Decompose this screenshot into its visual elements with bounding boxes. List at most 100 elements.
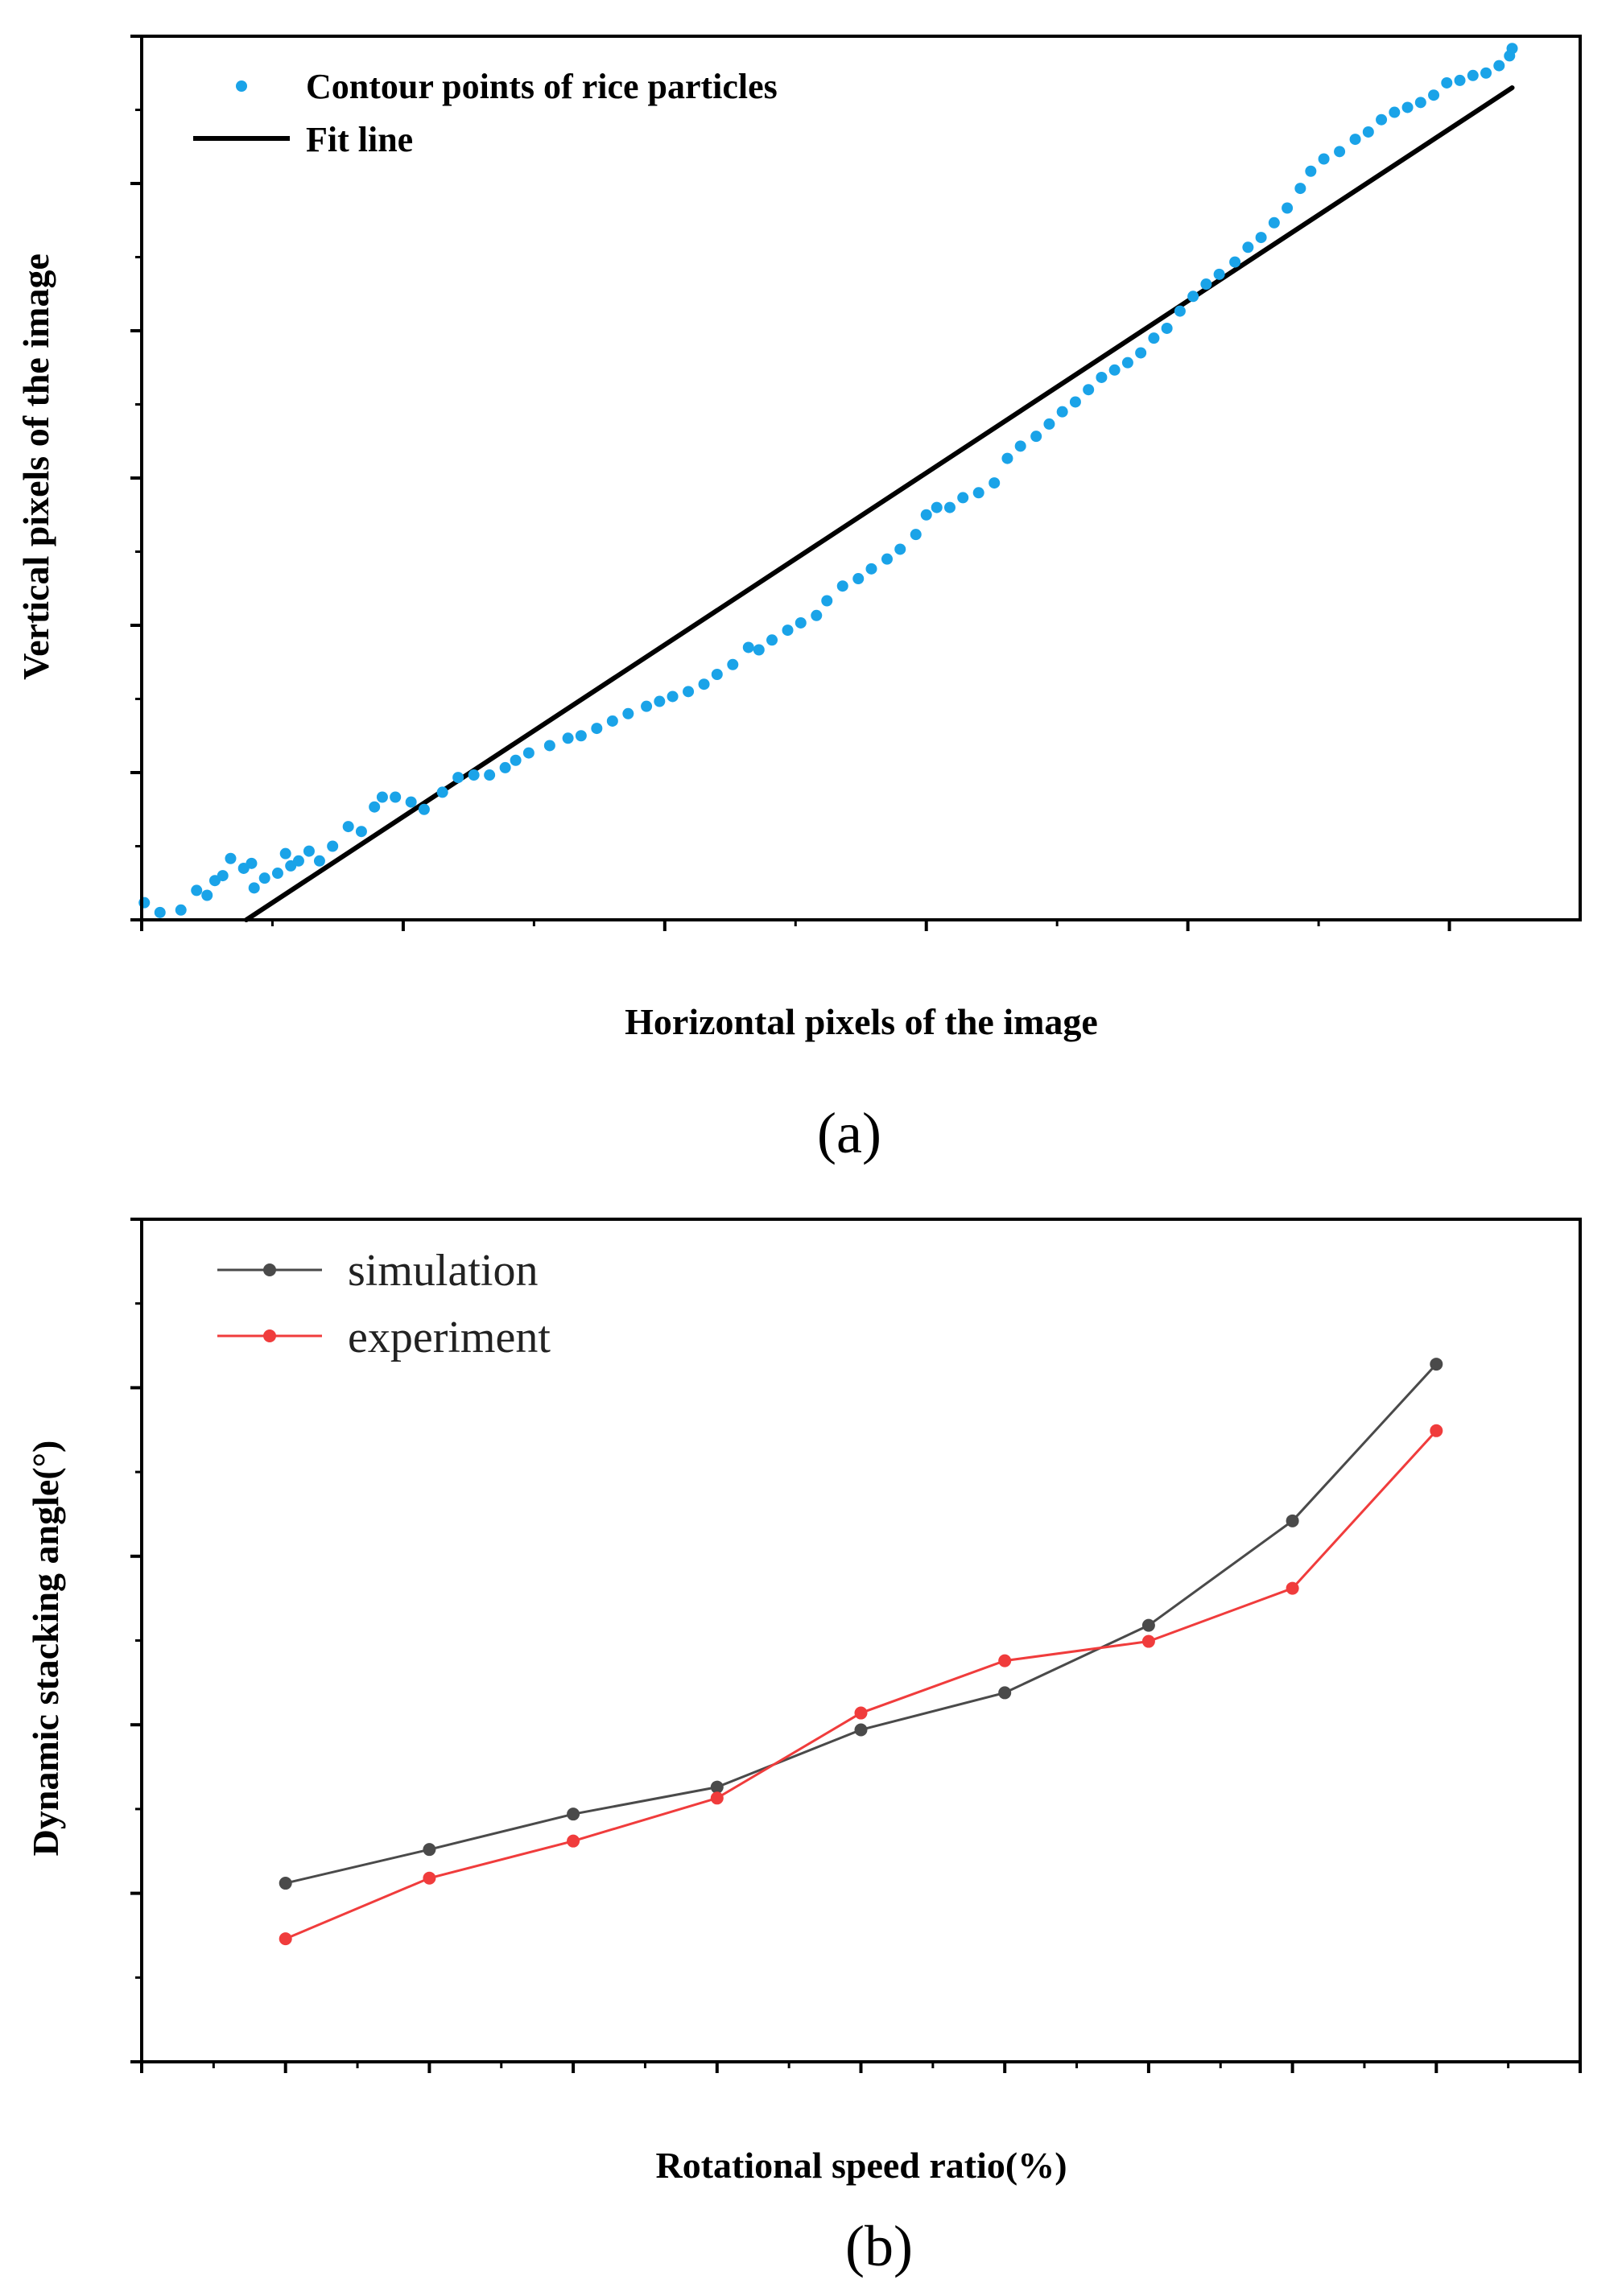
contour-point bbox=[753, 644, 765, 656]
contour-point bbox=[258, 872, 270, 884]
contour-point bbox=[484, 769, 496, 781]
contour-point bbox=[510, 754, 522, 766]
simulation-point bbox=[423, 1843, 436, 1857]
contour-point bbox=[355, 826, 367, 838]
contour-point bbox=[766, 634, 778, 646]
contour-point bbox=[279, 847, 291, 859]
contour-point bbox=[1389, 106, 1401, 118]
simulation-point bbox=[710, 1780, 724, 1794]
simulation-point bbox=[854, 1723, 868, 1737]
contour-point bbox=[989, 477, 1001, 489]
contour-point bbox=[543, 740, 555, 752]
panel-b-series bbox=[279, 1358, 1443, 1946]
experiment-point bbox=[567, 1834, 580, 1848]
contour-point bbox=[1493, 60, 1505, 72]
contour-point bbox=[1069, 396, 1081, 408]
contour-point bbox=[920, 509, 932, 521]
contour-point bbox=[622, 707, 634, 719]
legend-marker-simulation bbox=[263, 1263, 276, 1276]
contour-point bbox=[376, 791, 388, 803]
contour-point bbox=[1096, 371, 1108, 383]
panel-a-scatter-chart: Horizontal pixels of the image Vertical … bbox=[15, 35, 1582, 1165]
legend-label-fit-line: Fit line bbox=[306, 120, 413, 159]
contour-point bbox=[972, 487, 984, 499]
panel-a-legend: Contour points of rice particles Fit lin… bbox=[193, 67, 778, 159]
contour-point bbox=[881, 553, 893, 565]
contour-point bbox=[821, 595, 833, 607]
contour-point bbox=[852, 573, 865, 585]
contour-point bbox=[894, 543, 906, 555]
experiment-point bbox=[279, 1932, 292, 1946]
experiment-point bbox=[1286, 1581, 1299, 1595]
contour-point bbox=[910, 529, 922, 541]
contour-point bbox=[271, 868, 283, 880]
contour-point bbox=[1001, 452, 1013, 464]
panel-a-ticks bbox=[130, 35, 1451, 931]
contour-point bbox=[811, 609, 823, 621]
contour-point bbox=[1043, 418, 1055, 430]
panel-a-y-axis-title: Vertical pixels of the image bbox=[15, 254, 56, 680]
contour-point bbox=[1174, 305, 1186, 317]
contour-point bbox=[1014, 440, 1026, 452]
legend-marker-experiment bbox=[263, 1329, 276, 1342]
contour-point bbox=[191, 884, 203, 897]
simulation-point bbox=[279, 1877, 292, 1890]
contour-point bbox=[742, 641, 754, 653]
contour-point bbox=[1083, 384, 1095, 396]
contour-point bbox=[1480, 67, 1492, 79]
contour-point bbox=[1161, 322, 1173, 334]
contour-point bbox=[452, 772, 464, 784]
contour-point bbox=[1334, 146, 1346, 158]
experiment-point bbox=[998, 1654, 1012, 1667]
contour-point bbox=[1467, 69, 1479, 81]
panel-a-x-axis-title: Horizontal pixels of the image bbox=[625, 1001, 1098, 1042]
simulation-line bbox=[285, 1363, 1438, 1885]
contour-point bbox=[654, 695, 666, 707]
contour-point bbox=[436, 786, 448, 798]
panel-a-plot-frame bbox=[140, 35, 1582, 921]
contour-point bbox=[1506, 43, 1518, 55]
contour-point bbox=[1414, 97, 1426, 109]
contour-point bbox=[606, 715, 618, 727]
contour-point bbox=[1454, 74, 1466, 86]
legend-marker-contour-points bbox=[236, 80, 247, 92]
contour-point bbox=[1242, 241, 1254, 254]
contour-point bbox=[575, 730, 587, 742]
contour-point bbox=[499, 761, 511, 773]
simulation-point bbox=[1286, 1514, 1299, 1527]
experiment-point bbox=[710, 1791, 724, 1805]
contour-point bbox=[342, 821, 354, 833]
contour-point bbox=[468, 769, 480, 781]
contour-point bbox=[1294, 183, 1306, 195]
contour-point bbox=[1148, 332, 1160, 344]
contour-point bbox=[1030, 431, 1042, 443]
contour-point bbox=[698, 678, 710, 690]
contour-point bbox=[201, 889, 213, 901]
contour-point bbox=[175, 904, 187, 916]
panel-b-legend: simulation experiment bbox=[217, 1246, 551, 1362]
contour-point bbox=[248, 882, 260, 894]
contour-point bbox=[217, 870, 229, 882]
contour-point bbox=[1200, 278, 1212, 291]
simulation-point bbox=[1141, 1618, 1155, 1632]
contour-point bbox=[1213, 268, 1225, 280]
contour-point bbox=[313, 855, 325, 867]
contour-point bbox=[405, 796, 417, 808]
contour-point bbox=[1121, 357, 1133, 369]
experiment-point bbox=[423, 1871, 436, 1885]
contour-point bbox=[369, 801, 381, 813]
contour-point bbox=[303, 845, 315, 857]
contour-point bbox=[1229, 256, 1241, 268]
contour-point bbox=[1318, 153, 1330, 165]
contour-point bbox=[246, 857, 258, 869]
panel-a-contour-points-series bbox=[138, 43, 1518, 918]
contour-point bbox=[1187, 291, 1199, 303]
contour-point bbox=[1282, 202, 1294, 214]
fit-line bbox=[243, 85, 1515, 922]
experiment-point bbox=[1141, 1634, 1155, 1648]
experiment-point bbox=[1430, 1424, 1443, 1437]
legend-label-experiment: experiment bbox=[348, 1313, 551, 1362]
contour-point bbox=[931, 501, 943, 513]
simulation-point bbox=[1430, 1358, 1443, 1371]
contour-point bbox=[1108, 364, 1121, 376]
